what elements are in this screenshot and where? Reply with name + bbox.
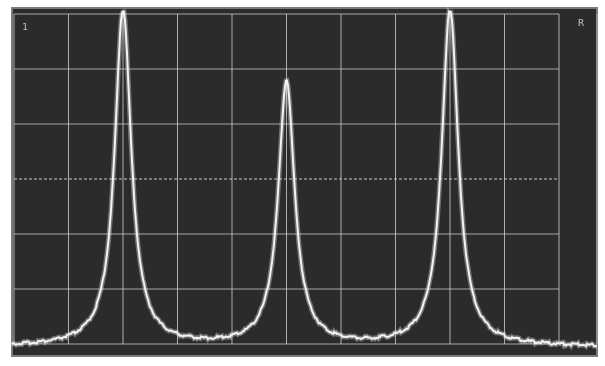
trace-peak-1 (121, 10, 125, 14)
trace-peak-2 (285, 80, 288, 84)
graticule (13, 13, 598, 345)
signal-trace (11, 9, 598, 348)
corner-mark-left: 1 (22, 22, 29, 33)
trace-peak-3 (448, 10, 452, 14)
corner-mark-right: R (578, 18, 585, 29)
peak-group (121, 10, 452, 84)
scope-screen (11, 7, 598, 357)
